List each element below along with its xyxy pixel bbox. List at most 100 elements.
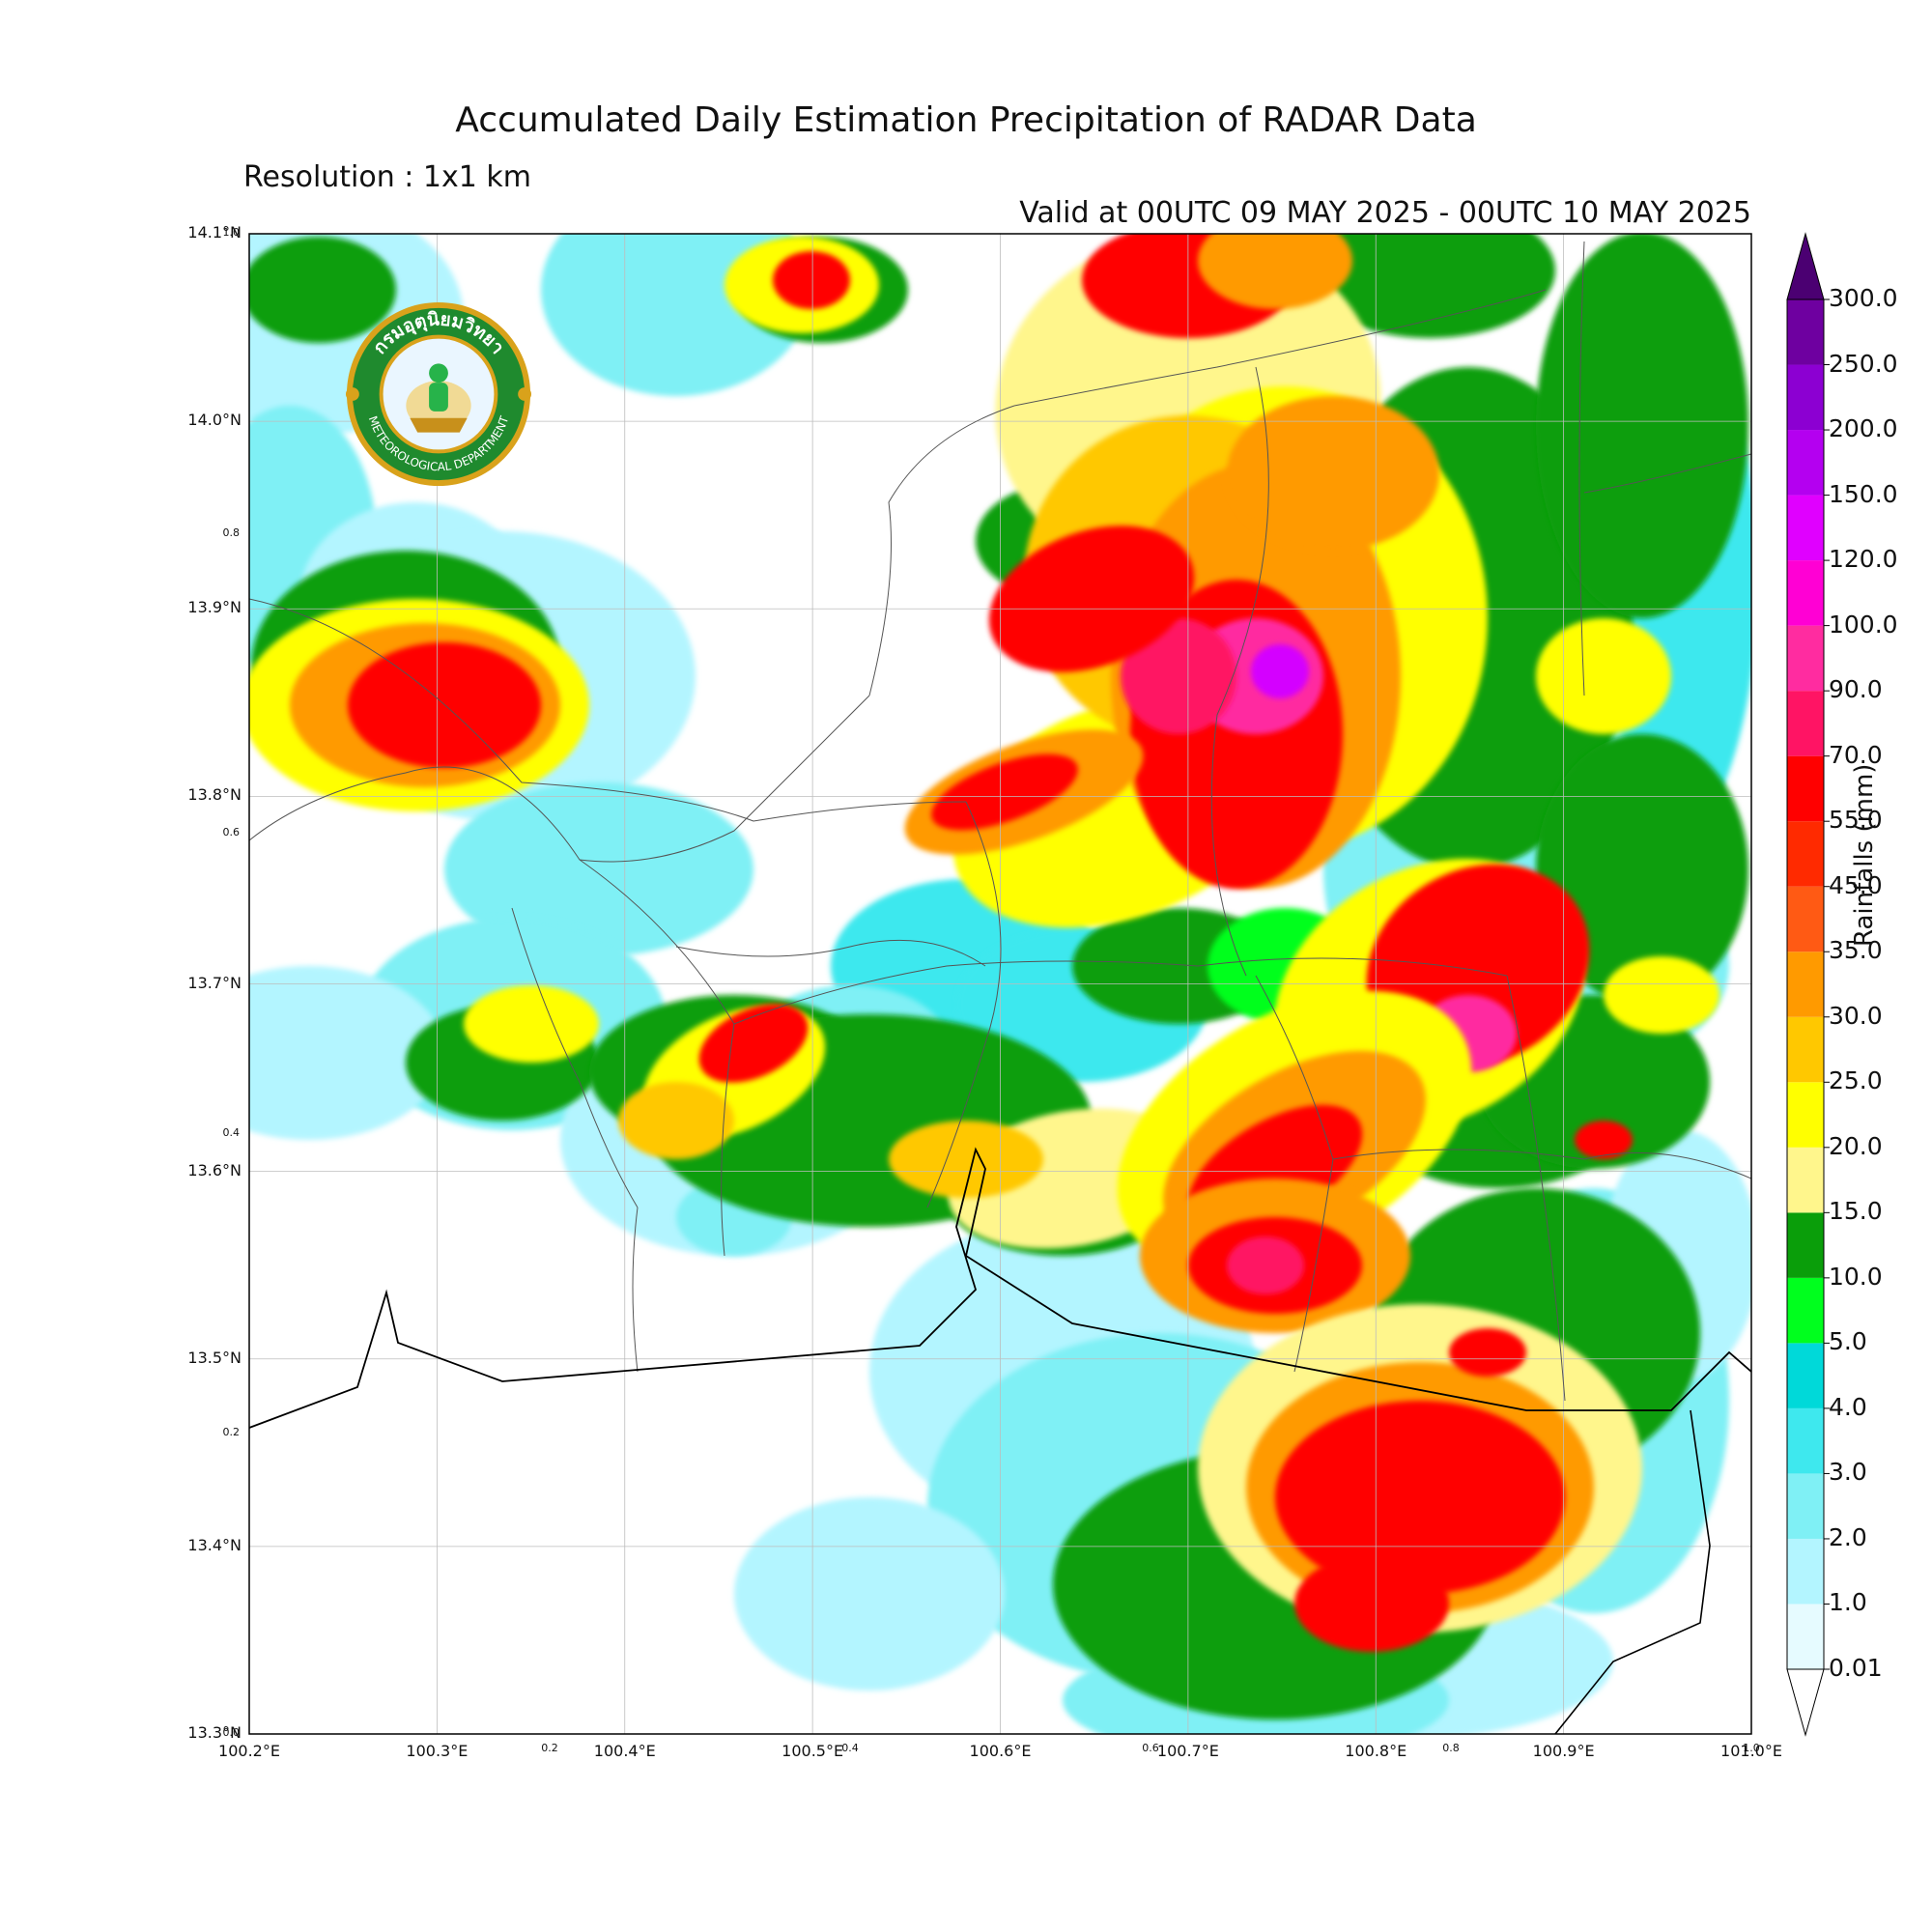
rain-cell [249, 966, 444, 1140]
colorbar-level-label: 20.0 [1829, 1131, 1883, 1160]
lat-label: 13.3°N [187, 1723, 242, 1742]
colorbar-segment [1787, 952, 1824, 1017]
rain-cell [1449, 1328, 1526, 1377]
colorbar-level-label: 70.0 [1829, 740, 1883, 769]
colorbar-level-label: 250.0 [1829, 349, 1898, 378]
district-boundary [632, 1207, 639, 1373]
rain-cell [1604, 956, 1719, 1034]
resolution-label: Resolution : 1x1 km [243, 160, 531, 194]
lat-label: 13.4°N [187, 1535, 242, 1554]
colorbar-top-arrow [1786, 232, 1825, 300]
colorbar-level-label: 90.0 [1829, 675, 1883, 704]
lat-label: 13.6°N [187, 1160, 242, 1179]
colorbar-level-label: 300.0 [1829, 284, 1898, 312]
colorbar-segment [1787, 1277, 1824, 1344]
plot-frame [248, 233, 1752, 1735]
rain-cell [734, 1497, 1005, 1690]
inner-y-tick: 0.0 [222, 1726, 241, 1739]
rain-cell [698, 1004, 809, 1083]
colorbar-segment [1787, 886, 1824, 952]
district-boundary [249, 598, 967, 822]
district-boundary [675, 939, 986, 967]
lon-label: 100.8°E [1345, 1742, 1407, 1760]
colorbar-level-label: 2.0 [1829, 1522, 1867, 1551]
lat-label: 13.5°N [187, 1348, 242, 1367]
colorbar-segment [1787, 1016, 1824, 1083]
rain-cell [464, 985, 599, 1063]
inner-x-tick: 0.6 [1142, 1742, 1159, 1754]
colorbar-level-label: 150.0 [1829, 479, 1898, 508]
colorbar-segment [1787, 625, 1824, 692]
colorbar [1786, 232, 1830, 1737]
district-boundary [733, 957, 1508, 1025]
valid-time-label: Valid at 00UTC 09 MAY 2025 - 00UTC 10 MA… [1019, 196, 1751, 230]
district-boundary [926, 801, 1002, 1208]
district-boundary [249, 766, 735, 1025]
colorbar-segment [1787, 821, 1824, 887]
lat-label: 13.9°N [187, 598, 242, 617]
rain-cell [988, 526, 1195, 672]
colorbar-segment [1787, 691, 1824, 756]
colorbar-frame [1786, 298, 1825, 1670]
lon-label: 100.5°E [781, 1742, 844, 1760]
district-boundary [868, 405, 1015, 696]
rain-cell [1227, 1236, 1304, 1294]
rain-cell [618, 1082, 734, 1159]
inner-x-tick: 0.2 [541, 1742, 558, 1754]
lat-label: 14.0°N [187, 411, 242, 430]
colorbar-level-label: 10.0 [1829, 1262, 1883, 1291]
colorbar-level-label: 35.0 [1829, 936, 1883, 965]
rain-cell [1536, 618, 1671, 734]
inner-y-tick: 0.4 [222, 1125, 241, 1139]
chart-title: Accumulated Daily Estimation Precipitati… [455, 100, 1477, 140]
lat-label: 13.8°N [187, 785, 242, 805]
rain-cell [348, 642, 541, 768]
inner-x-tick: 0.4 [841, 1742, 859, 1754]
coastline [249, 1147, 1751, 1429]
colorbar-segment [1787, 495, 1824, 561]
district-boundaries [249, 241, 1751, 1734]
colorbar-segment [1787, 1538, 1824, 1605]
colorbar-title: Rainfalls (mm) [1850, 763, 1879, 947]
colorbar-level-label: 3.0 [1829, 1458, 1867, 1487]
colorbar-level-label: 30.0 [1829, 1001, 1883, 1030]
lon-label: 100.7°E [1156, 1742, 1219, 1760]
colorbar-level-label: 45.0 [1829, 870, 1883, 899]
inner-x-tick: 0.8 [1442, 1742, 1460, 1754]
colorbar-level-label: 55.0 [1829, 806, 1883, 835]
colorbar-level-label: 200.0 [1829, 414, 1898, 443]
district-boundary [1332, 1149, 1751, 1179]
lat-label: 14.1°N [187, 223, 242, 242]
lon-label: 100.3°E [406, 1742, 469, 1760]
rain-cell [931, 753, 1078, 831]
colorbar-level-label: 15.0 [1829, 1197, 1883, 1226]
colorbar-segment [1787, 1407, 1824, 1474]
colorbar-level-label: 5.0 [1829, 1327, 1867, 1356]
colorbar-segment [1787, 430, 1824, 496]
colorbar-level-label: 0.01 [1829, 1654, 1883, 1682]
rain-cell [1304, 234, 1555, 338]
precipitation-field [249, 234, 1751, 1734]
rain-cell [1575, 1121, 1633, 1159]
inner-y-tick: 0.8 [222, 526, 241, 539]
colorbar-segment [1787, 755, 1824, 822]
colorbar-segment [1787, 1343, 1824, 1408]
lat-label: 13.7°N [187, 973, 242, 992]
coastline-east [1554, 1409, 1711, 1734]
colorbar-level-label: 120.0 [1829, 545, 1898, 574]
rain-cell [1227, 396, 1439, 551]
district-boundary [1210, 366, 1269, 977]
colorbar-segment [1787, 1082, 1824, 1148]
rain-cell [1294, 1555, 1449, 1652]
colorbar-segment [1787, 1212, 1824, 1278]
rain-cell [889, 1121, 1043, 1198]
rain-cell [1198, 234, 1352, 309]
lon-label: 100.6°E [969, 1742, 1032, 1760]
rain-cell [1121, 618, 1236, 734]
district-boundary [579, 695, 870, 863]
inner-y-tick: 0.2 [222, 1426, 241, 1439]
rain-cell [1536, 234, 1748, 618]
district-boundary [1506, 975, 1566, 1402]
lon-label: 100.2°E [218, 1742, 280, 1760]
